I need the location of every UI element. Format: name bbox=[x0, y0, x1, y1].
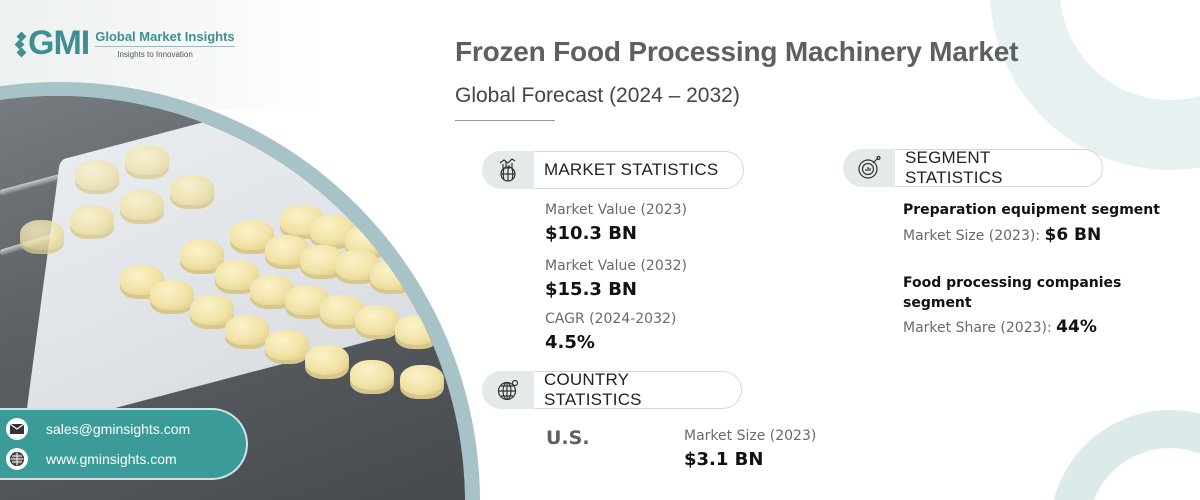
email-row[interactable]: sales@gminsights.com bbox=[6, 414, 246, 444]
website-link[interactable]: www.gminsights.com bbox=[46, 451, 177, 467]
gmi-logo-mark: GMI bbox=[14, 24, 90, 63]
website-row[interactable]: www.gminsights.com bbox=[6, 444, 246, 474]
page-title: Frozen Food Processing Machinery Market bbox=[455, 36, 1019, 67]
decorative-arc-bottom-right bbox=[1050, 410, 1200, 500]
segment-1-title: Preparation equipment segment bbox=[903, 202, 1160, 218]
gmi-logo: GMI Global Market Insights Insights to I… bbox=[14, 24, 235, 63]
segment-1-metric: Market Size (2023): $6 BN bbox=[903, 225, 1102, 245]
country-metric-value: $3.1 BN bbox=[684, 449, 764, 470]
brand-tagline: Insights to Innovation bbox=[117, 49, 193, 59]
market-value-2023: $10.3 BN bbox=[545, 223, 637, 244]
market-value-2023-label: Market Value (2023) bbox=[545, 202, 688, 218]
segment-statistics-label: SEGMENT STATISTICS bbox=[895, 148, 1103, 187]
segment-statistics-header: SEGMENT STATISTICS bbox=[843, 148, 1103, 187]
segment-2-value: 44% bbox=[1056, 317, 1097, 337]
email-link[interactable]: sales@gminsights.com bbox=[46, 421, 191, 437]
segment-2-title: Food processing companies segment bbox=[903, 275, 1122, 311]
globe-bar-chart-icon bbox=[482, 151, 534, 189]
market-statistics-header: MARKET STATISTICS bbox=[482, 151, 744, 189]
decorative-arc-top-right bbox=[990, 0, 1200, 170]
title-divider bbox=[455, 120, 555, 121]
market-value-2032: $15.3 BN bbox=[545, 279, 637, 300]
country-name: U.S. bbox=[546, 427, 590, 449]
segment-1-value: $6 BN bbox=[1044, 225, 1102, 245]
brand-name: Global Market Insights bbox=[95, 29, 235, 47]
globe-icon bbox=[6, 448, 28, 470]
envelope-icon bbox=[6, 418, 28, 440]
globe-pin-icon bbox=[482, 371, 534, 409]
cagr-value: 4.5% bbox=[545, 332, 595, 353]
cagr-label: CAGR (2024-2032) bbox=[545, 311, 677, 327]
market-value-2032-label: Market Value (2032) bbox=[545, 258, 688, 274]
logo-diamond-icon bbox=[14, 31, 27, 57]
target-chart-icon bbox=[843, 149, 895, 187]
page-subtitle: Global Forecast (2024 – 2032) bbox=[455, 84, 740, 107]
country-statistics-header: COUNTRY STATISTICS bbox=[482, 370, 742, 409]
market-statistics-label: MARKET STATISTICS bbox=[534, 151, 744, 189]
contact-box: sales@gminsights.com www.gminsights.com bbox=[0, 408, 248, 480]
country-statistics-label: COUNTRY STATISTICS bbox=[534, 370, 742, 409]
segment-2-metric: Market Share (2023): 44% bbox=[903, 317, 1097, 337]
country-metric-label: Market Size (2023) bbox=[684, 428, 817, 444]
